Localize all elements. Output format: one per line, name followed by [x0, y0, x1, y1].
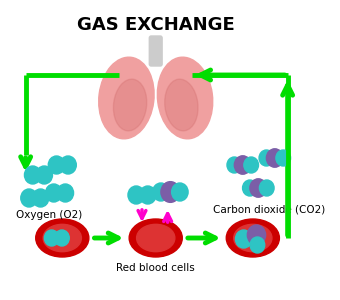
Circle shape	[24, 166, 41, 184]
Text: Carbon dioxide (CO2): Carbon dioxide (CO2)	[212, 205, 325, 215]
Circle shape	[259, 180, 274, 196]
Ellipse shape	[137, 224, 175, 252]
Circle shape	[250, 179, 267, 197]
FancyBboxPatch shape	[149, 36, 162, 66]
Circle shape	[48, 156, 65, 174]
Circle shape	[227, 157, 242, 173]
Circle shape	[44, 230, 59, 246]
Circle shape	[46, 184, 62, 202]
Ellipse shape	[226, 219, 279, 257]
Circle shape	[244, 157, 258, 173]
Text: Oxygen (O2): Oxygen (O2)	[16, 210, 83, 220]
Ellipse shape	[129, 219, 182, 257]
Circle shape	[55, 230, 69, 246]
Circle shape	[276, 150, 291, 166]
Circle shape	[247, 225, 266, 245]
Circle shape	[234, 156, 251, 174]
Circle shape	[128, 186, 144, 204]
Ellipse shape	[99, 57, 154, 139]
Circle shape	[57, 184, 73, 202]
Circle shape	[153, 183, 169, 201]
Circle shape	[139, 186, 156, 204]
Ellipse shape	[36, 219, 89, 257]
Circle shape	[60, 156, 76, 174]
Ellipse shape	[114, 79, 147, 131]
Ellipse shape	[165, 79, 198, 131]
Circle shape	[36, 166, 52, 184]
Circle shape	[172, 183, 188, 201]
Ellipse shape	[234, 224, 272, 252]
Ellipse shape	[157, 57, 213, 139]
Circle shape	[259, 150, 274, 166]
Circle shape	[235, 230, 252, 248]
Circle shape	[32, 189, 49, 207]
Circle shape	[161, 182, 180, 202]
Circle shape	[242, 180, 257, 196]
Circle shape	[21, 189, 37, 207]
Ellipse shape	[43, 224, 81, 252]
Text: GAS EXCHANGE: GAS EXCHANGE	[77, 16, 235, 34]
Circle shape	[266, 149, 283, 167]
Text: Red blood cells: Red blood cells	[116, 263, 195, 273]
Circle shape	[250, 237, 265, 253]
